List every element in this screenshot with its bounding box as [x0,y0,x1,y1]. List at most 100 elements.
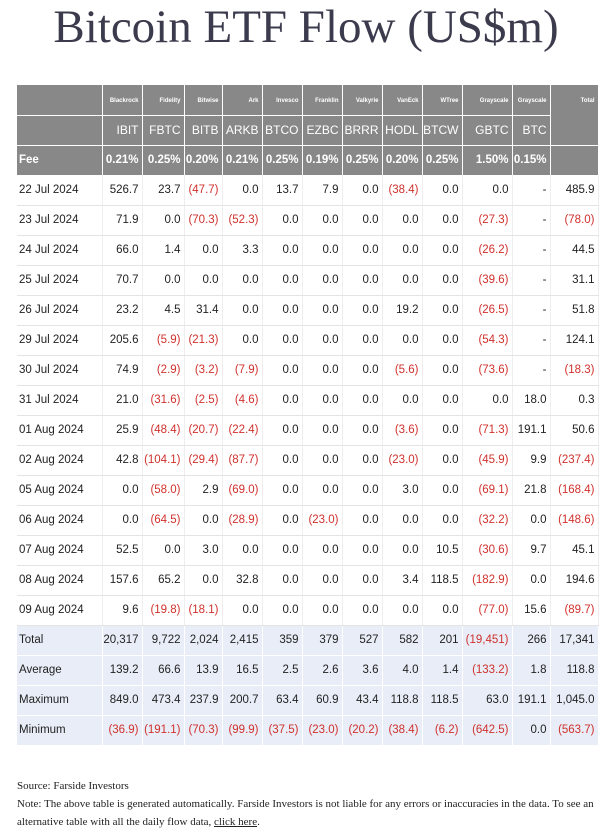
ticker: ARKB [222,114,263,145]
cell: 10.5 [422,535,463,566]
ticker: HODL [382,114,423,145]
cell: 0.0 [302,295,343,326]
fee: 0.25% [422,144,463,175]
cell: 0.0 [512,715,551,746]
header-cell [17,85,103,115]
issuer: Bitwise [184,85,223,115]
cell: 0.0 [302,265,343,296]
row-label: 06 Aug 2024 [17,505,103,536]
cell: (23.0) [382,445,423,476]
cell: 0.0 [142,205,185,236]
cell: 0.0 [512,565,551,596]
cell: 60.9 [302,685,343,716]
cell: 157.6 [102,565,143,596]
fee: 0.21% [102,144,143,175]
cell: (2.9) [142,355,185,386]
cell: 0.0 [142,265,185,296]
cell: 0.0 [342,415,383,446]
cell: 582 [382,625,423,656]
cell: 0.0 [342,355,383,386]
cell: (78.0) [550,205,599,236]
cell: 0.0 [422,355,463,386]
cell: 3.3 [222,235,263,266]
cell: 31.1 [550,265,599,296]
cell: 66.0 [102,235,143,266]
ticker: BITB [184,114,223,145]
cell: 0.0 [262,265,303,296]
cell: 0.0 [222,595,263,626]
cell: 118.5 [422,565,463,596]
cell: (38.4) [382,175,423,206]
cell: (18.3) [550,355,599,386]
row-label: 29 Jul 2024 [17,325,103,356]
cell: 0.0 [342,505,383,536]
data-row: 05 Aug 2024 0.0 (58.0) 2.9 (69.0) 0.0 0.0 0.0 3.… [17,475,599,506]
cell: 0.0 [422,175,463,206]
cell: (29.4) [184,445,223,476]
cell: (182.9) [462,565,513,596]
cell: (4.6) [222,385,263,416]
header-row: IBIT FBTC BITB ARKB BTCO EZBC BRRR HODL BTCW GBTC… [17,114,598,145]
cell: 0.0 [422,205,463,236]
cell: (70.3) [184,715,223,746]
note-text: Note: The above table is generated autom… [17,798,594,828]
cell: 23.2 [102,295,143,326]
data-row: 25 Jul 2024 70.7 0.0 0.0 0.0 0.0 0.0 0.0 0.0 0.0(… [17,265,599,296]
cell: 124.1 [550,325,599,356]
cell: - [512,355,551,386]
row-label: 30 Jul 2024 [17,355,103,386]
fee: 0.19% [302,144,343,175]
cell: (5.6) [382,355,423,386]
cell: 65.2 [142,565,185,596]
ticker: FBTC [142,114,185,145]
cell: (69.1) [462,475,513,506]
row-label: 08 Aug 2024 [17,565,103,596]
cell: 0.0 [342,325,383,356]
cell: 0.0 [422,325,463,356]
cell: 63.4 [262,685,303,716]
cell: 2.9 [184,475,223,506]
cell: 0.0 [102,475,143,506]
cell: 0.0 [382,505,423,536]
cell: 3.0 [382,475,423,506]
cell: 0.0 [262,475,303,506]
fee: 0.15% [512,144,551,175]
table-body: 22 Jul 2024 526.7 23.7 (47.7) 0.0 13.7 7.9 0.0(… [17,175,599,746]
link[interactable]: click here [214,816,258,828]
summary-row: Minimum (36.9) (191.1) (70.3) (99.9) (37.5) (2… [17,715,599,746]
cell: 4.5 [142,295,185,326]
ticker: BTCW [422,114,463,145]
cell: 0.0 [422,475,463,506]
cell: 13.9 [184,655,223,686]
cell: (19.8) [142,595,185,626]
cell: 0.0 [302,235,343,266]
fee: 0.20% [184,144,223,175]
cell: (89.7) [550,595,599,626]
cell: (28.9) [222,505,263,536]
cell: 359 [262,625,303,656]
cell: 0.0 [422,235,463,266]
cell: (563.7) [550,715,599,746]
issuer: Ark [222,85,263,115]
fee: 0.20% [382,144,423,175]
row-label: 22 Jul 2024 [17,175,103,206]
fee: 0.25% [142,144,185,175]
cell: (6.2) [422,715,463,746]
cell: 0.0 [342,385,383,416]
cell: 45.1 [550,535,599,566]
data-row: 09 Aug 2024 9.6 (19.8) (18.1) 0.0 0.0 0.0 0.0 0.… [17,595,599,626]
cell: 70.7 [102,265,143,296]
cell: 0.0 [222,325,263,356]
data-row: 01 Aug 2024 25.9 (48.4) (20.7) (22.4) 0.0 0.0 0… [17,415,599,446]
cell: 191.1 [512,685,551,716]
summary-row: Maximum 849.0 473.4 237.9 200.7 63.4 60.9 43.4 1… [17,685,599,716]
cell: (39.6) [462,265,513,296]
table-header: Blackrock Fidelity Bitwise Ark Invesco Frankl… [17,85,599,175]
cell: (26.2) [462,235,513,266]
row-label: 05 Aug 2024 [17,475,103,506]
cell: 9.6 [102,595,143,626]
cell: 0.3 [550,385,599,416]
cell: 23.7 [142,175,185,206]
row-label: 23 Jul 2024 [17,205,103,236]
cell: 0.0 [382,265,423,296]
